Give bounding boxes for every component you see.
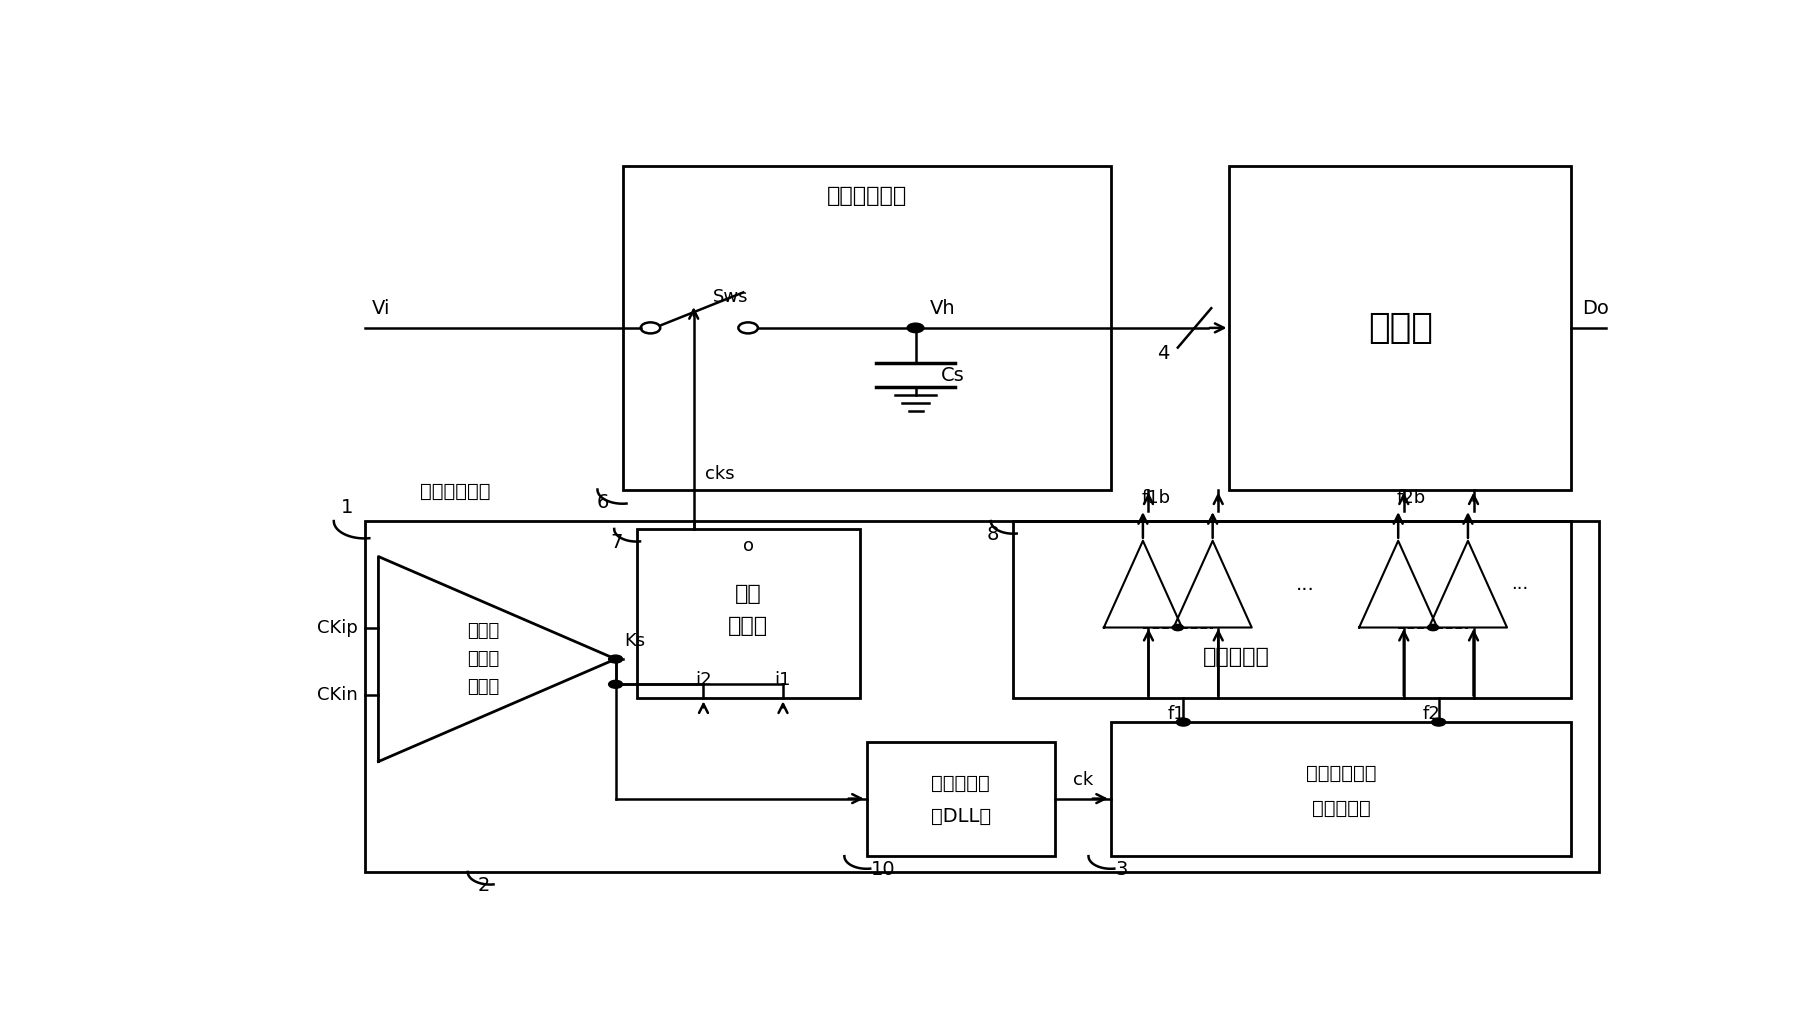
Circle shape xyxy=(608,680,623,688)
Text: （DLL）: （DLL） xyxy=(931,807,992,825)
Text: CKip: CKip xyxy=(317,618,358,637)
Text: i2: i2 xyxy=(695,671,711,689)
Text: ck: ck xyxy=(1073,771,1093,790)
Text: 10: 10 xyxy=(871,860,896,880)
Circle shape xyxy=(608,655,623,663)
Text: CKin: CKin xyxy=(317,685,358,703)
Circle shape xyxy=(1177,718,1190,726)
Text: i1: i1 xyxy=(774,671,792,689)
Circle shape xyxy=(907,324,923,333)
Text: 脉宽: 脉宽 xyxy=(734,584,761,604)
Circle shape xyxy=(1427,625,1438,631)
Text: 1: 1 xyxy=(340,498,353,517)
Text: 采样保持电路: 采样保持电路 xyxy=(826,186,907,206)
Text: 控制器: 控制器 xyxy=(727,615,769,636)
Text: 延迟锁定环: 延迟锁定环 xyxy=(931,774,990,793)
Text: 双相不交叠时: 双相不交叠时 xyxy=(1305,764,1377,783)
Text: 3: 3 xyxy=(1114,860,1127,880)
Bar xyxy=(1013,521,1571,698)
Text: 放大整: 放大整 xyxy=(466,650,499,668)
Text: f1: f1 xyxy=(1168,705,1184,723)
Bar xyxy=(364,521,1598,872)
Text: o: o xyxy=(743,537,754,555)
Text: 时钟缓冲器: 时钟缓冲器 xyxy=(1202,647,1269,667)
Bar xyxy=(1229,166,1571,489)
Circle shape xyxy=(1172,625,1183,631)
Circle shape xyxy=(1431,718,1445,726)
Bar xyxy=(637,529,860,698)
Text: 2: 2 xyxy=(477,876,490,895)
Text: ...: ... xyxy=(1510,575,1528,593)
Text: 低噪声: 低噪声 xyxy=(466,623,499,640)
Text: cks: cks xyxy=(706,465,734,483)
Bar xyxy=(1111,722,1571,856)
Text: Cs: Cs xyxy=(941,366,965,385)
Text: 6: 6 xyxy=(596,494,608,512)
Text: Sws: Sws xyxy=(713,288,749,306)
Text: 钟产生电路: 钟产生电路 xyxy=(1312,800,1370,818)
Text: Ks: Ks xyxy=(625,632,644,649)
Text: f1b: f1b xyxy=(1141,488,1170,507)
Text: 量化器: 量化器 xyxy=(1368,311,1433,345)
Bar xyxy=(623,166,1111,489)
Text: 4: 4 xyxy=(1157,344,1170,362)
Text: 7: 7 xyxy=(610,532,623,552)
Bar xyxy=(868,741,1055,856)
Text: Vh: Vh xyxy=(929,299,956,318)
Text: 形电路: 形电路 xyxy=(466,678,499,695)
Text: 时钟产生电路: 时钟产生电路 xyxy=(421,482,491,502)
Text: f2b: f2b xyxy=(1397,488,1426,507)
Text: Do: Do xyxy=(1582,299,1609,318)
Text: 8: 8 xyxy=(986,525,999,544)
Text: Vi: Vi xyxy=(371,299,391,318)
Text: f2: f2 xyxy=(1422,705,1440,723)
Text: ...: ... xyxy=(1296,574,1314,594)
